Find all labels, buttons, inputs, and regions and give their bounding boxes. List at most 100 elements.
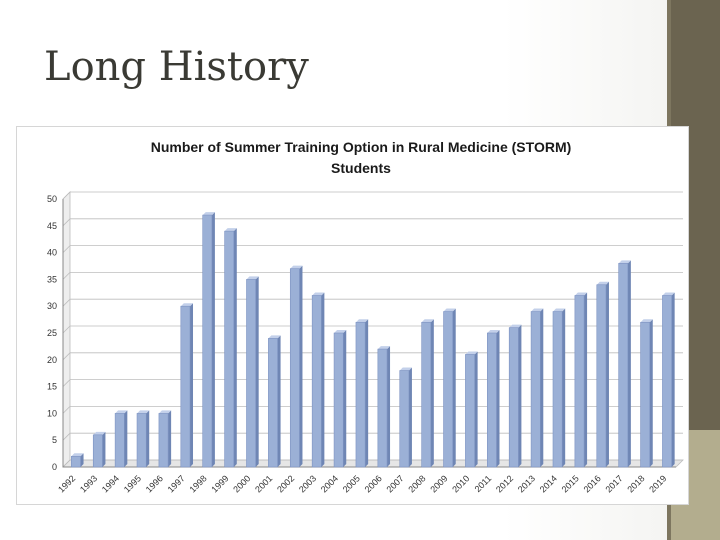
gridline-diag [62, 379, 71, 387]
x-tick-label: 1996 [144, 473, 165, 494]
bar-top [377, 346, 391, 350]
bar [530, 311, 541, 468]
x-tick-label: 2004 [319, 473, 340, 494]
bar-side [321, 292, 325, 467]
gridline-diag [62, 191, 71, 200]
bar-side [540, 308, 544, 467]
bar [180, 305, 191, 468]
x-tick-label: 2012 [494, 473, 515, 494]
y-tick-label: 15 [47, 382, 57, 392]
bar [268, 338, 278, 468]
bar [333, 332, 344, 468]
slide-title: Long History [44, 44, 309, 90]
bar [443, 311, 454, 468]
bar-top [465, 351, 478, 355]
x-tick-label: 1994 [100, 473, 121, 494]
bar [355, 321, 366, 468]
chart-container: Number of Summer Training Option in Rura… [16, 126, 689, 505]
x-tick-label: 2000 [231, 473, 252, 494]
bar [421, 321, 432, 468]
bar [246, 279, 256, 468]
bar-chart: Number of Summer Training Option in Rura… [47, 139, 684, 495]
bar [92, 434, 103, 468]
x-tick-label: 2011 [473, 473, 494, 494]
bar [640, 321, 651, 468]
x-tick-label: 2002 [275, 473, 296, 494]
bar [662, 295, 672, 468]
x-tick-label: 2008 [406, 473, 427, 494]
gridline-diag [62, 325, 71, 334]
bar-side [168, 410, 172, 467]
bar [71, 455, 81, 468]
bar-side [255, 276, 259, 467]
bar-side [387, 346, 391, 467]
bar-side [562, 308, 566, 467]
bar-top [640, 319, 653, 323]
bar-top [268, 335, 281, 339]
bar-top [355, 319, 369, 323]
bar-top [399, 367, 412, 371]
x-tick-label: 2017 [603, 473, 624, 494]
bar-top [662, 292, 675, 296]
bar-top [246, 276, 259, 280]
bar-side [211, 212, 215, 467]
gridline-diag [62, 298, 71, 307]
bar-top [137, 410, 150, 414]
bar-top [443, 308, 456, 312]
x-tick-label: 2014 [538, 473, 559, 494]
bar [158, 413, 169, 468]
bar [377, 348, 388, 468]
gridline-diag [62, 272, 71, 280]
bar-side [627, 260, 631, 467]
bar [596, 284, 607, 468]
bar-side [190, 303, 194, 467]
bar-side [102, 431, 106, 467]
x-tick-label: 2007 [385, 473, 406, 494]
bar [136, 413, 147, 468]
x-tick-label: 2009 [428, 473, 449, 494]
bar-top [115, 410, 128, 414]
bar-top [596, 281, 609, 285]
bar-side [299, 265, 303, 467]
bar [311, 295, 322, 468]
x-tick-label: 2019 [647, 473, 668, 494]
y-tick-label: 45 [47, 221, 57, 231]
bar-top [421, 319, 434, 323]
bar-side [233, 228, 237, 467]
bar [465, 354, 475, 468]
bar-side [124, 410, 128, 467]
bar-top [618, 260, 631, 264]
bar-side [452, 308, 456, 467]
x-tick-label: 2003 [297, 473, 318, 494]
x-tick-label: 2018 [625, 473, 646, 494]
bar [487, 332, 497, 468]
bar-top [509, 324, 522, 328]
y-tick-label: 30 [47, 301, 57, 311]
bar-top [312, 292, 325, 296]
x-tick-label: 1999 [209, 473, 230, 494]
gridline-diag [62, 432, 71, 441]
bar-side [605, 281, 609, 467]
bar-top [334, 330, 347, 333]
bar-top [574, 292, 588, 296]
y-tick-label: 40 [47, 248, 57, 258]
plot-floor [62, 459, 684, 468]
x-tick-label: 1993 [78, 473, 99, 494]
gridline-diag [62, 406, 71, 414]
bar [618, 263, 629, 468]
bar-top [93, 431, 106, 435]
bar-top [552, 308, 566, 312]
bar-top [202, 212, 215, 216]
gridline-diag [62, 218, 71, 227]
y-tick-label: 10 [47, 408, 57, 418]
y-tick-label: 25 [47, 328, 57, 338]
x-tick-label: 2006 [363, 473, 384, 494]
bar-side [671, 292, 675, 467]
gridline-diag [62, 459, 71, 468]
bar [114, 413, 125, 468]
bar-side [474, 351, 478, 467]
bar-top [290, 265, 303, 269]
bar-side [343, 330, 347, 467]
bar-top [158, 410, 172, 414]
bar-top [71, 453, 84, 457]
